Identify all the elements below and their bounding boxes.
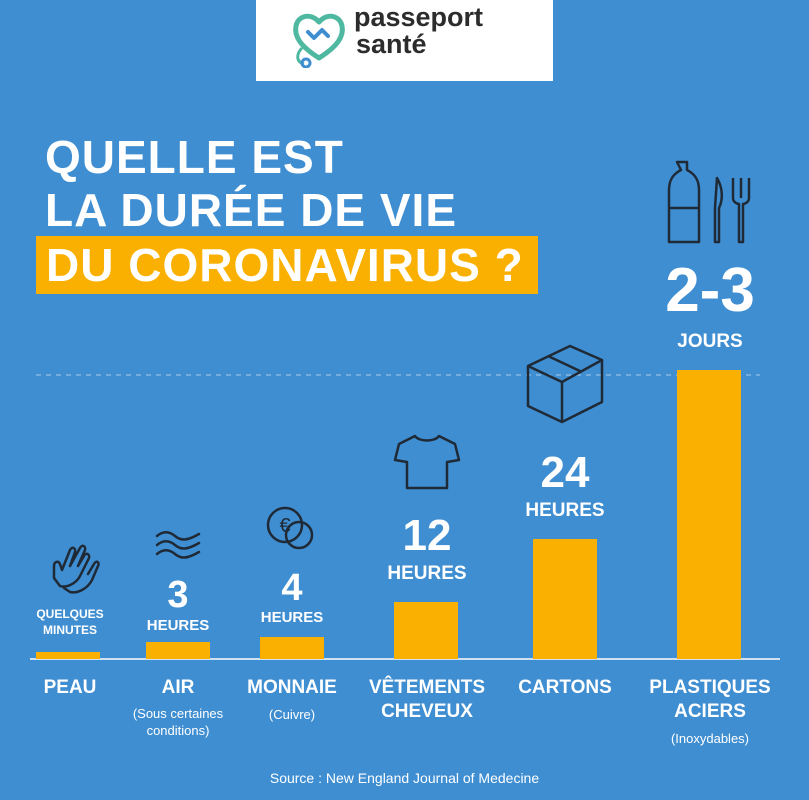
logo-line1: passeport <box>354 2 484 32</box>
hands-icon <box>52 544 100 594</box>
value-unit-monnaie: HEURES <box>260 609 324 626</box>
category-air: AIR <box>161 677 195 698</box>
logo-text: passeport santé <box>354 4 483 58</box>
value-number-plastiques: 2-3 <box>665 256 755 325</box>
category-monnaie: MONNAIE <box>247 677 337 698</box>
category-peau: PEAU <box>43 677 97 698</box>
tshirt-icon <box>393 434 461 490</box>
value-unit-plastiques: JOURS <box>677 331 743 352</box>
bar-5 <box>533 539 597 659</box>
logo-line2: santé <box>356 29 427 59</box>
value-unit-air: HEURES <box>146 617 210 634</box>
title-line1: QUELLE EST <box>45 131 344 183</box>
category-vetements-line2: CHEVEUX <box>381 701 473 722</box>
bottle-knife-fork-icon <box>667 160 751 244</box>
subtitle-air: (Sous certaines conditions) <box>132 706 224 738</box>
svg-text:€: € <box>279 515 290 537</box>
value-number-monnaie: 4 <box>281 567 303 609</box>
bar-2 <box>146 642 210 659</box>
subtitle-plastiques: (Inoxydables) <box>670 731 750 746</box>
value-label-peau: QUELQUES MINUTES <box>36 607 104 637</box>
box-icon <box>526 344 604 424</box>
category-plastiques-line1: PLASTIQUES <box>649 677 771 698</box>
category-plastiques-line2: ACIERS <box>674 701 746 722</box>
bar-3 <box>260 637 324 659</box>
wind-icon <box>155 531 201 559</box>
heart-stethoscope-icon <box>293 13 345 68</box>
category-vetements-line1: VÊTEMENTS <box>368 677 486 698</box>
coin-icon: € <box>266 506 314 550</box>
bar-6 <box>677 370 741 659</box>
subtitle-monnaie: (Cuivre) <box>268 707 316 722</box>
value-unit-vetements: HEURES <box>387 563 467 584</box>
bar-1 <box>36 652 100 659</box>
title-line2: LA DURÉE DE VIE <box>45 184 458 236</box>
value-number-vetements: 12 <box>402 511 452 560</box>
value-number-cartons: 24 <box>540 448 590 497</box>
title-line3: DU CORONAVIRUS ? <box>36 236 538 294</box>
bar-4 <box>394 602 458 659</box>
category-cartons: CARTONS <box>518 677 612 698</box>
logo: passeport santé <box>256 0 553 81</box>
value-unit-cartons: HEURES <box>525 500 605 521</box>
source-note: Source : New England Journal of Medecine <box>269 770 540 786</box>
value-number-air: 3 <box>167 574 189 616</box>
